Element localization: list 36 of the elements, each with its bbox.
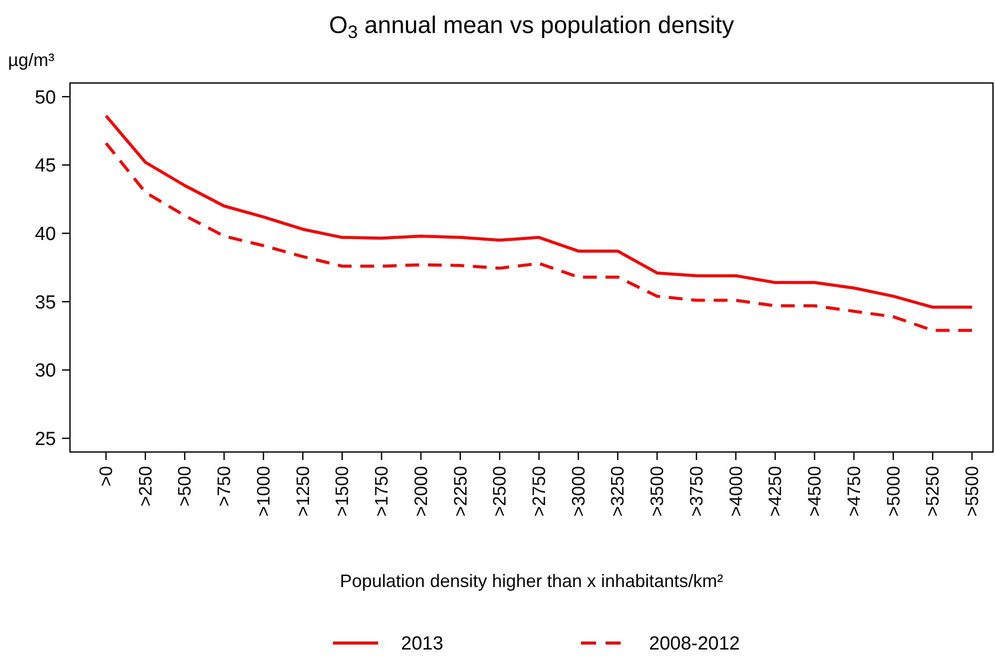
- x-tick-label: >2500: [490, 466, 510, 517]
- x-tick-label: >2750: [529, 466, 549, 517]
- x-tick-label: >5250: [922, 466, 943, 517]
- x-tick-label: >1250: [292, 466, 313, 517]
- line-series: [104, 114, 974, 309]
- x-axis-title: Population density higher than x inhabitants/km²: [340, 571, 724, 591]
- x-tick-label: >2000: [410, 466, 431, 517]
- y-tick-label: 30: [34, 360, 56, 382]
- x-tick-label: >1750: [372, 466, 392, 517]
- x-tick-label: >500: [174, 466, 195, 507]
- y-tick-label: 25: [34, 428, 56, 450]
- x-tick-label: >5000: [883, 466, 904, 517]
- x-tick-label: >0: [96, 466, 116, 487]
- x-tick-label: >750: [214, 466, 234, 507]
- x-tick-label: >4000: [726, 466, 746, 517]
- x-tick-label: >250: [135, 466, 156, 507]
- x-tick-label: >1500: [332, 466, 352, 517]
- legend-label: 2013: [401, 634, 444, 655]
- x-tick-label: >4500: [804, 466, 825, 517]
- y-tick-label: 35: [34, 292, 56, 314]
- x-tick-label: >5500: [962, 466, 982, 517]
- y-axis-title: µg/m³: [8, 50, 54, 70]
- x-tick-label: >2250: [450, 466, 470, 517]
- x-tick-label: >1000: [253, 466, 274, 517]
- x-tick-label: >3750: [686, 466, 706, 517]
- line-series: [104, 142, 974, 332]
- legend-label: 2008-2012: [649, 634, 740, 655]
- chart-title: O$_{3}$ annual mean vs population density: [329, 12, 734, 42]
- x-tick-label: >3000: [568, 466, 588, 517]
- y-tick-label: 40: [34, 224, 56, 245]
- x-tick-label: >3500: [647, 466, 668, 517]
- y-tick-label: 45: [34, 156, 56, 177]
- x-tick-label: >4250: [765, 466, 786, 517]
- y-tick-label: 50: [34, 87, 56, 108]
- x-tick-label: >3250: [608, 466, 628, 517]
- x-tick-label: >4750: [844, 466, 864, 517]
